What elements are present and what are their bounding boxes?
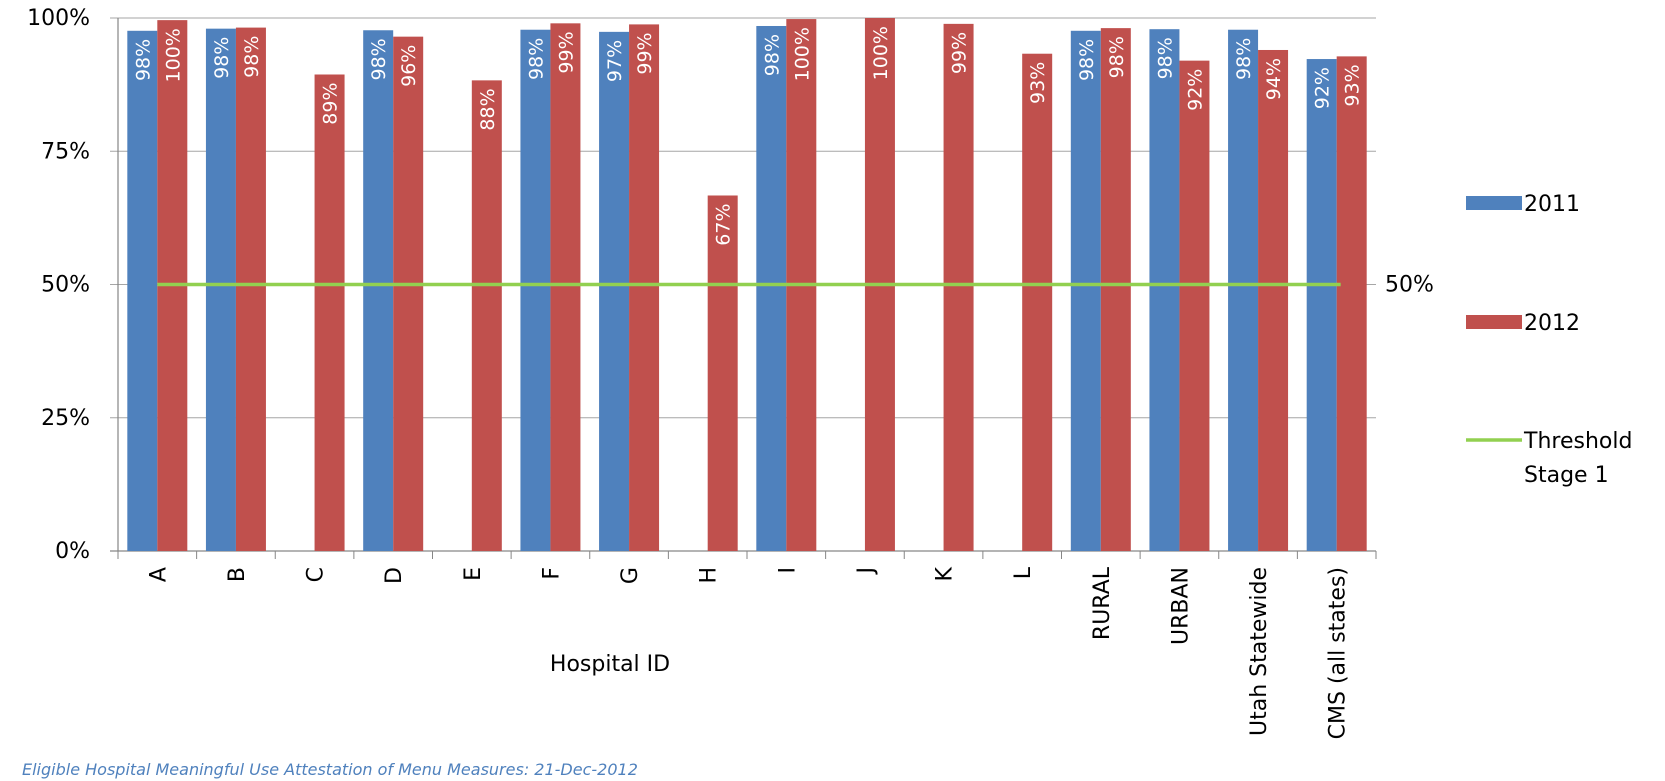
bar-2012-C <box>314 74 345 552</box>
bar-2012-G <box>629 24 660 552</box>
data-label: 98% <box>761 34 783 76</box>
data-label: 92% <box>1312 67 1334 109</box>
y-tick-label: 50% <box>41 273 90 298</box>
x-tick-label: G <box>618 567 643 584</box>
legend-label-2011: 2011 <box>1524 192 1580 217</box>
x-tick-label: I <box>775 567 800 574</box>
x-tick-label: K <box>933 566 958 581</box>
bar-2012-E <box>471 80 502 552</box>
bar-2012-Utah Statewide <box>1258 49 1289 551</box>
legend-label-threshold: Stage 1 <box>1524 463 1609 488</box>
chart-caption: Eligible Hospital Meaningful Use Attesta… <box>22 760 638 779</box>
data-label: 100% <box>870 26 892 80</box>
bar-2012-D <box>393 36 424 551</box>
data-label: 93% <box>1027 62 1049 104</box>
data-label: 98% <box>1154 37 1176 79</box>
x-tick-label: RURAL <box>1090 566 1115 640</box>
bar-2011-F <box>520 29 551 551</box>
x-tick-label: CMS (all states) <box>1326 567 1351 739</box>
bar-2012-RURAL <box>1100 28 1131 551</box>
data-label: 98% <box>1076 39 1098 81</box>
data-label: 67% <box>713 203 735 245</box>
data-label: 98% <box>525 38 547 80</box>
data-label: 88% <box>477 88 499 130</box>
y-tick-label: 100% <box>27 6 90 31</box>
data-label: 99% <box>555 31 577 73</box>
data-label: 98% <box>211 37 233 79</box>
x-tick-label: Utah Statewide <box>1247 567 1272 736</box>
bar-2012-K <box>943 23 974 552</box>
x-tick-label: B <box>225 567 250 582</box>
y-tick-label: 25% <box>41 406 90 431</box>
legend-label-2012: 2012 <box>1524 311 1580 336</box>
bar-2011-D <box>363 30 394 552</box>
y-tick-label: 75% <box>41 139 90 164</box>
bar-2012-B <box>235 27 266 552</box>
x-tick-label: E <box>461 567 486 581</box>
data-label: 94% <box>1263 58 1285 100</box>
x-axis-title: Hospital ID <box>550 652 670 677</box>
x-tick-label: L <box>1011 566 1036 579</box>
x-tick-label: URBAN <box>1168 567 1193 645</box>
y-tick-label: 0% <box>55 539 90 564</box>
data-label: 97% <box>604 40 626 82</box>
x-tick-label: A <box>146 567 171 582</box>
threshold-value-label: 50% <box>1385 273 1434 298</box>
bar-2011-URBAN <box>1149 29 1180 552</box>
data-label: 96% <box>398 45 420 87</box>
bar-2012-H <box>707 195 738 551</box>
data-label: 93% <box>1342 64 1364 106</box>
bar-2011-G <box>599 31 630 552</box>
data-label: 98% <box>368 38 390 80</box>
bar-2012-F <box>550 23 581 551</box>
x-tick-label: D <box>382 567 407 584</box>
data-label: 100% <box>791 27 813 81</box>
bar-2011-Utah Statewide <box>1228 29 1259 551</box>
data-label: 98% <box>132 39 154 81</box>
data-label: 98% <box>1233 38 1255 80</box>
legend-label-threshold: Threshold <box>1523 429 1632 454</box>
bar-2011-I <box>756 25 787 552</box>
bar-2011-RURAL <box>1070 30 1101 552</box>
data-label: 98% <box>241 36 263 78</box>
x-tick-label: C <box>304 567 329 582</box>
x-tick-label: H <box>697 567 722 584</box>
bar-2012-CMS (all states) <box>1336 56 1367 551</box>
legend-swatch-2011 <box>1466 196 1522 210</box>
bar-2011-A <box>127 30 158 552</box>
legend-swatch-2012 <box>1466 315 1522 329</box>
x-tick-label: J <box>854 567 879 576</box>
data-label: 98% <box>1106 36 1128 78</box>
data-label: 100% <box>162 28 184 82</box>
bar-2011-B <box>205 28 236 552</box>
data-label: 99% <box>949 32 971 74</box>
bar-2012-URBAN <box>1179 60 1210 551</box>
bar-2011-CMS (all states) <box>1306 59 1337 551</box>
bar-2012-L <box>1022 53 1053 551</box>
data-label: 89% <box>320 82 342 124</box>
data-label: 99% <box>634 32 656 74</box>
x-tick-label: F <box>539 567 564 580</box>
data-label: 92% <box>1184 69 1206 111</box>
